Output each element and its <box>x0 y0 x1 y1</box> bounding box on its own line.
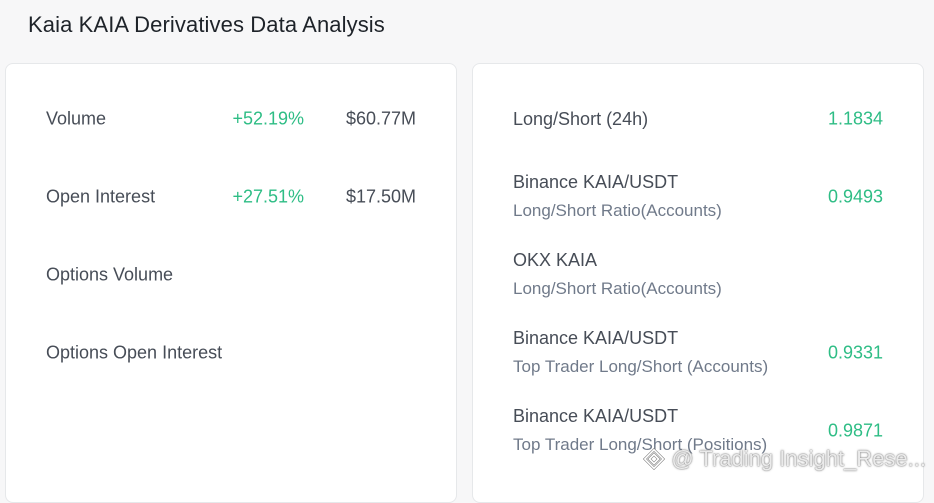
binance-ls-accounts-row: Binance KAIA/USDT Long/Short Ratio(Accou… <box>473 158 923 236</box>
long-short-24h-label: Long/Short (24h) <box>513 109 649 129</box>
volume-change: +52.19% <box>232 108 304 129</box>
binance-top-trader-accounts-value: 0.9331 <box>827 342 883 363</box>
long-short-card: Long/Short (24h) 1.1834 Binance KAIA/USD… <box>472 63 924 503</box>
binance-top-trader-accounts-row: Binance KAIA/USDT Top Trader Long/Short … <box>473 314 923 392</box>
options-volume-row: Options Volume <box>6 236 456 314</box>
okx-ls-accounts-label-group: OKX KAIA Long/Short Ratio(Accounts) <box>513 246 722 304</box>
options-open-interest-label: Options Open Interest <box>46 342 223 363</box>
okx-ls-accounts-sublabel: Long/Short Ratio(Accounts) <box>513 279 722 298</box>
options-open-interest-row: Options Open Interest <box>6 314 456 392</box>
long-short-24h-label-group: Long/Short (24h) <box>513 105 648 133</box>
okx-ls-accounts-label: OKX KAIA <box>513 250 598 270</box>
open-interest-change: +27.51% <box>232 186 304 207</box>
binance-top-trader-positions-row: Binance KAIA/USDT Top Trader Long/Short … <box>473 392 923 470</box>
binance-ls-accounts-value: 0.9493 <box>827 186 883 207</box>
binance-top-trader-positions-sublabel: Top Trader Long/Short (Positions) <box>513 435 768 454</box>
volume-label: Volume <box>46 108 107 129</box>
page-title: Kaia KAIA Derivatives Data Analysis <box>28 12 385 37</box>
binance-ls-accounts-label-group: Binance KAIA/USDT Long/Short Ratio(Accou… <box>513 168 722 226</box>
binance-top-trader-accounts-sublabel: Top Trader Long/Short (Accounts) <box>513 357 769 376</box>
market-stats-card: Volume +52.19% $60.77M Open Interest +27… <box>5 63 457 503</box>
long-short-24h-row: Long/Short (24h) 1.1834 <box>473 80 923 158</box>
long-short-24h-value: 1.1834 <box>827 108 883 129</box>
open-interest-label: Open Interest <box>46 186 156 207</box>
okx-ls-accounts-row: OKX KAIA Long/Short Ratio(Accounts) <box>473 236 923 314</box>
binance-ls-accounts-sublabel: Long/Short Ratio(Accounts) <box>513 201 722 220</box>
open-interest-row: Open Interest +27.51% $17.50M <box>6 158 456 236</box>
binance-top-trader-positions-label: Binance KAIA/USDT <box>513 406 679 426</box>
binance-top-trader-accounts-label-group: Binance KAIA/USDT Top Trader Long/Short … <box>513 324 768 382</box>
volume-value: $60.77M <box>345 108 416 129</box>
binance-top-trader-accounts-label: Binance KAIA/USDT <box>513 328 679 348</box>
binance-ls-accounts-label: Binance KAIA/USDT <box>513 172 679 192</box>
binance-top-trader-positions-value: 0.9871 <box>827 420 883 441</box>
binance-top-trader-positions-label-group: Binance KAIA/USDT Top Trader Long/Short … <box>513 402 767 460</box>
open-interest-value: $17.50M <box>345 186 416 207</box>
options-volume-label: Options Volume <box>46 264 174 285</box>
volume-row: Volume +52.19% $60.77M <box>6 80 456 158</box>
